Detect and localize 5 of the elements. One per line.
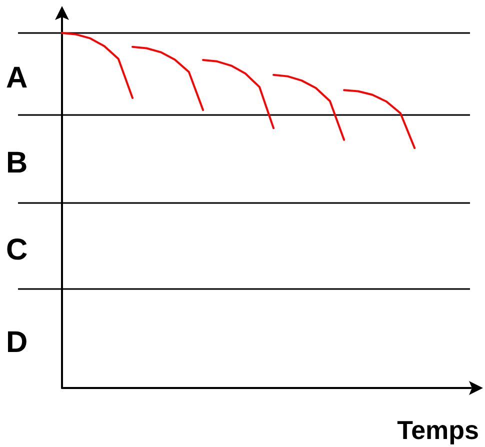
text: B [6,146,28,180]
text: A [6,62,28,95]
x-axis-title: Temps [397,415,480,445]
text: D [6,326,28,359]
text: C [6,234,28,266]
